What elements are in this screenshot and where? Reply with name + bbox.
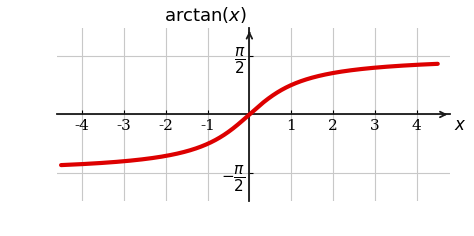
- Text: $x$: $x$: [454, 118, 466, 135]
- Text: $\mathrm{arctan}(x)$: $\mathrm{arctan}(x)$: [164, 5, 247, 25]
